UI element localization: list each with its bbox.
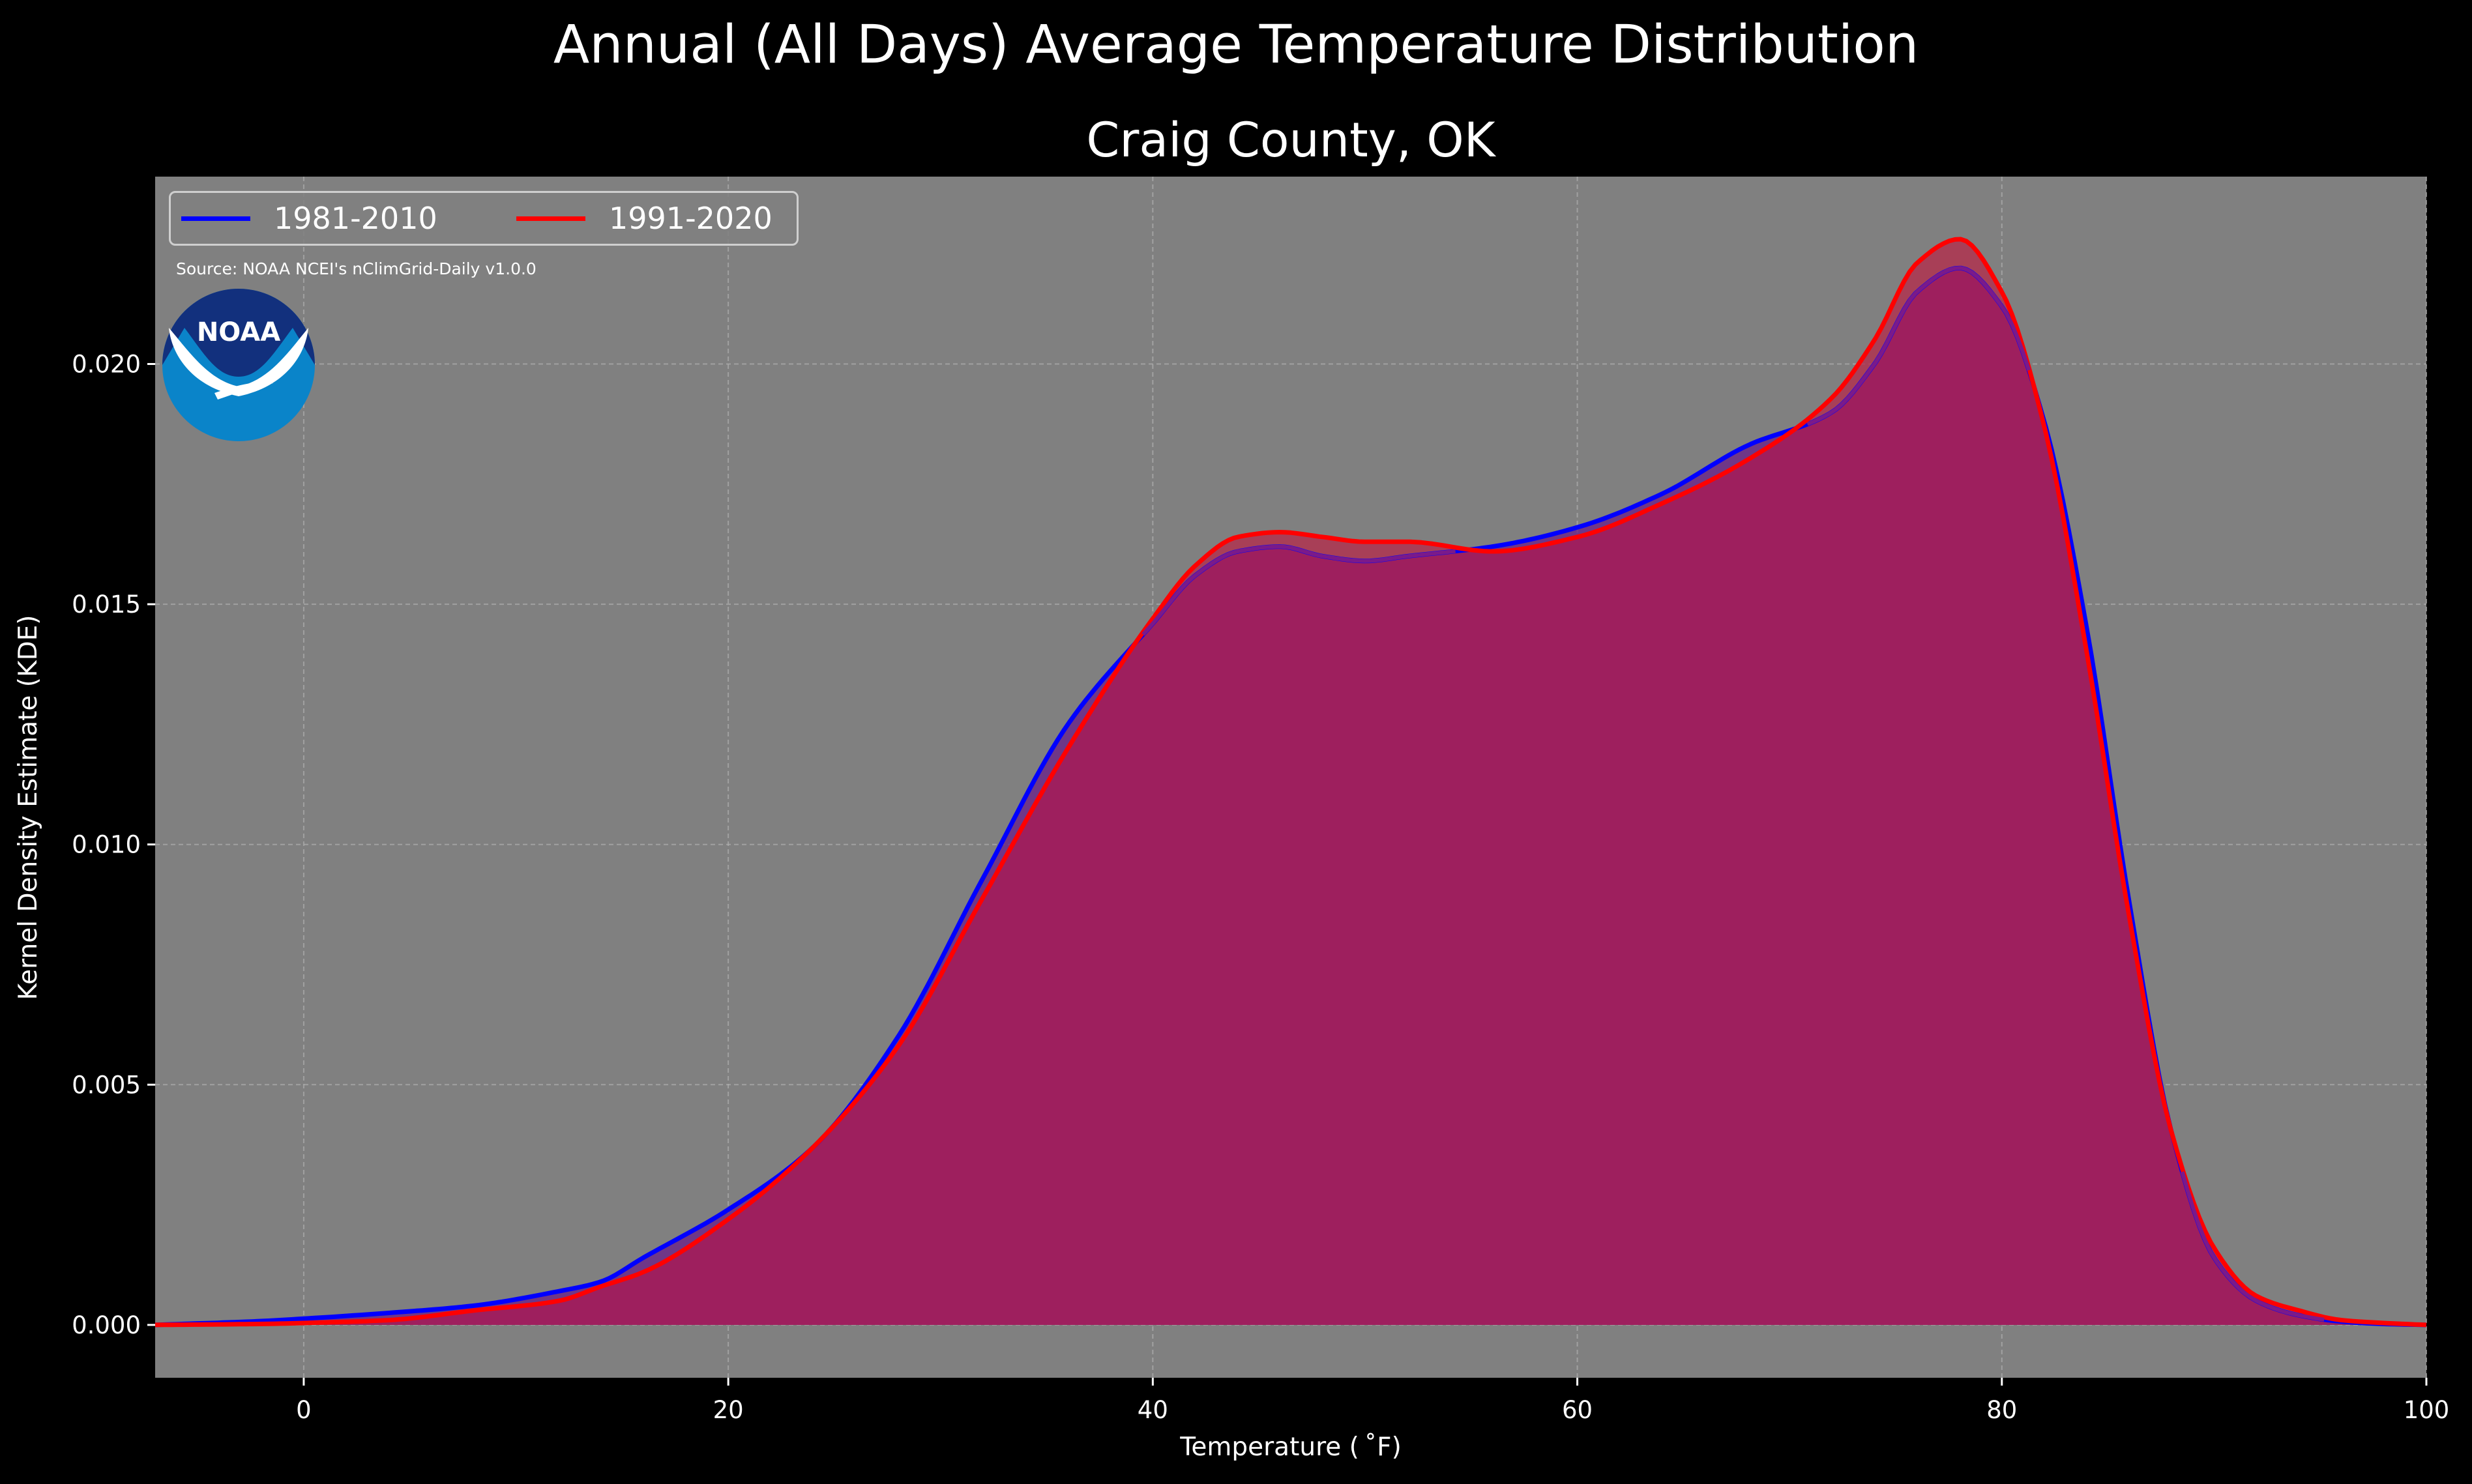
y-tick-label: 0.020 <box>72 351 141 379</box>
x-tick-label: 80 <box>1986 1396 2017 1424</box>
x-tick-label: 100 <box>2404 1396 2450 1424</box>
y-axis-label: Kernel Density Estimate (KDE) <box>12 416 45 1199</box>
density-fills <box>155 239 2426 1325</box>
x-axis-label: Temperature ( ˚F) <box>155 1431 2426 1464</box>
legend-label-1991-2020: 1991-2020 <box>609 201 772 236</box>
density-line-under <box>1141 266 2325 1322</box>
chart-title: Annual (All Days) Average Temperature Di… <box>553 14 1919 76</box>
x-tick-label: 0 <box>296 1396 312 1424</box>
y-tick-label: 0.010 <box>72 831 141 859</box>
axes: 0 20 40 60 80 100 0.000 0.005 0.010 0.015 0.020 <box>72 351 2449 1424</box>
source-note: Source: NOAA NCEI's nClimGrid-Daily v1.0… <box>176 259 537 278</box>
density-lines <box>154 237 2427 1328</box>
y-tick-label: 0.000 <box>72 1311 141 1339</box>
x-tick-label: 40 <box>1138 1396 1168 1424</box>
y-axis-label-text: Kernel Density Estimate (KDE) <box>14 615 43 1000</box>
density-fill-overlap <box>155 268 2426 1325</box>
legend-item-1991-2020: 1991-2020 <box>516 193 772 244</box>
legend: 1981-2010 1991-2020 <box>169 191 799 246</box>
noaa-logo-text: NOAA <box>197 317 280 347</box>
legend-line-blue <box>181 216 250 221</box>
x-axis-label-text: Temperature ( ˚F) <box>1180 1433 1402 1462</box>
legend-label-1981-2010: 1981-2010 <box>274 201 437 236</box>
legend-line-red <box>516 216 585 221</box>
noaa-logo-icon: NOAA <box>162 289 315 441</box>
legend-item-1981-2010: 1981-2010 <box>181 193 437 244</box>
y-tick-label: 0.005 <box>72 1071 141 1099</box>
x-tick-label: 60 <box>1562 1396 1593 1424</box>
chart-subtitle: Craig County, OK <box>1086 113 1495 168</box>
y-tick-label: 0.015 <box>72 590 141 618</box>
density-line-1991-2020 <box>154 237 2427 1328</box>
x-tick-label: 20 <box>713 1396 744 1424</box>
